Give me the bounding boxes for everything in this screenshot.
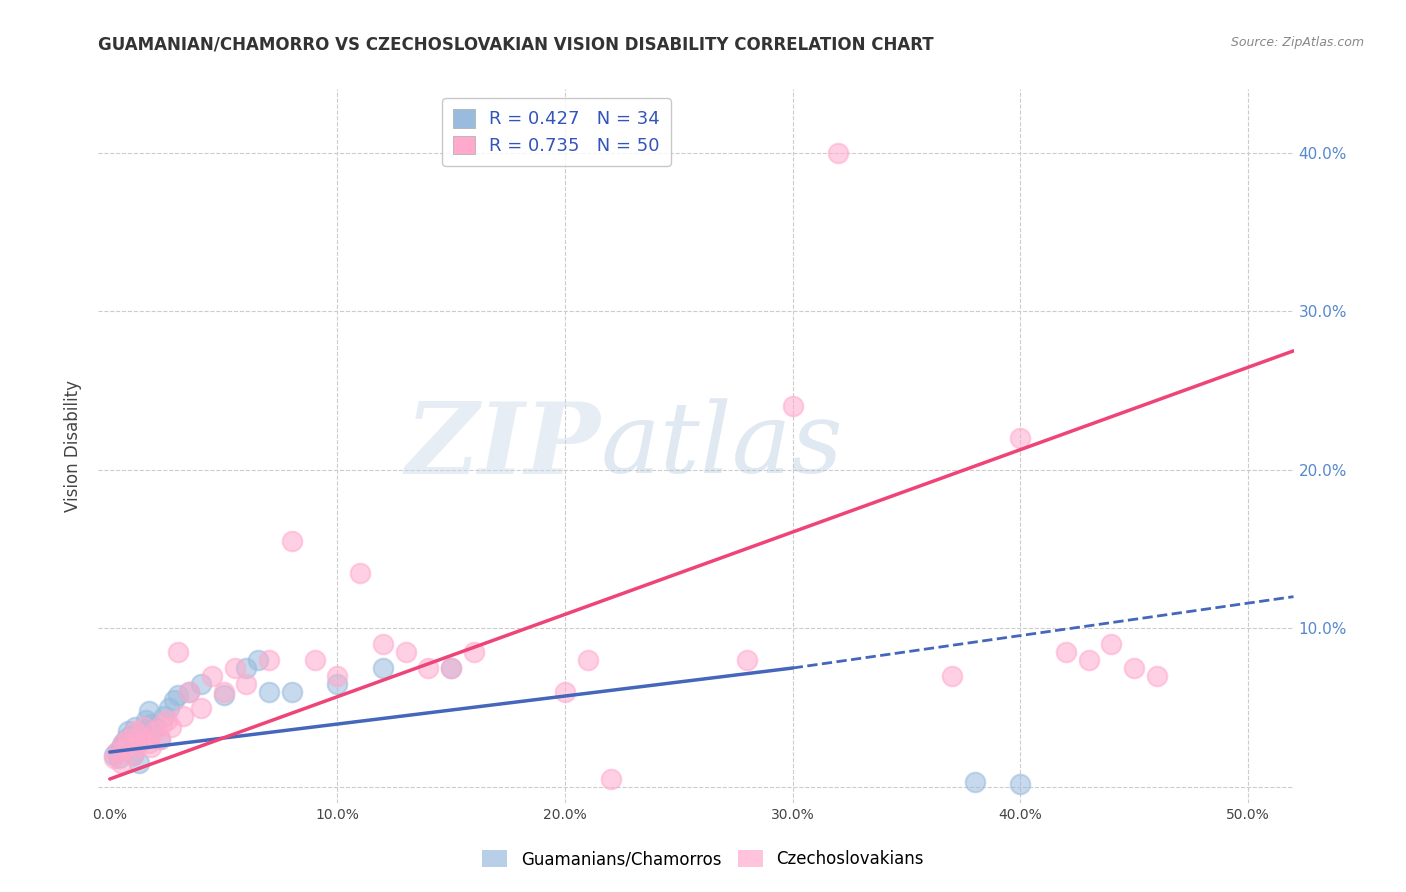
Point [326, 677, 349, 691]
Point [190, 677, 212, 691]
Point [114, 740, 136, 755]
Point [167, 688, 190, 702]
Point [1054, 645, 1077, 659]
Point [114, 732, 136, 747]
Point [179, 685, 201, 699]
Point [103, 751, 125, 765]
Point [235, 661, 257, 675]
Point [108, 751, 131, 765]
Point [105, 745, 128, 759]
Point [112, 735, 135, 749]
Point [149, 732, 172, 747]
Point [224, 661, 246, 675]
Point [143, 724, 166, 739]
Text: Source: ZipAtlas.com: Source: ZipAtlas.com [1230, 36, 1364, 49]
Point [127, 735, 149, 749]
Text: atlas: atlas [600, 399, 844, 493]
Point [827, 145, 849, 160]
Point [120, 729, 142, 743]
Point [172, 708, 194, 723]
Point [105, 745, 128, 759]
Point [1010, 777, 1032, 791]
Point [1010, 431, 1032, 445]
Point [149, 732, 172, 747]
Point [132, 720, 155, 734]
Point [117, 732, 139, 747]
Point [599, 772, 621, 786]
Point [212, 685, 235, 699]
Point [281, 534, 304, 549]
Point [257, 685, 280, 699]
Point [167, 645, 190, 659]
Point [235, 677, 257, 691]
Point [440, 661, 463, 675]
Point [112, 735, 135, 749]
Point [1146, 669, 1168, 683]
Point [418, 661, 440, 675]
Point [963, 775, 986, 789]
Text: GUAMANIAN/CHAMORRO VS CZECHOSLOVAKIAN VISION DISABILITY CORRELATION CHART: GUAMANIAN/CHAMORRO VS CZECHOSLOVAKIAN VI… [98, 36, 934, 54]
Point [156, 714, 179, 728]
Point [128, 729, 150, 743]
Point [190, 700, 212, 714]
Point [103, 748, 125, 763]
Point [132, 724, 155, 739]
Point [201, 669, 224, 683]
Point [162, 692, 184, 706]
Point [576, 653, 599, 667]
Point [179, 685, 201, 699]
Point [110, 740, 132, 755]
Text: ZIP: ZIP [405, 398, 600, 494]
Point [1077, 653, 1099, 667]
Point [941, 669, 963, 683]
Point [735, 653, 758, 667]
Point [246, 653, 269, 667]
Point [143, 720, 166, 734]
Point [349, 566, 371, 580]
Point [554, 685, 576, 699]
Point [304, 653, 326, 667]
Legend: Guamanians/Chamorros, Czechoslovakians: Guamanians/Chamorros, Czechoslovakians [475, 843, 931, 875]
Point [153, 708, 176, 723]
Point [117, 724, 139, 739]
Point [463, 645, 485, 659]
Point [110, 756, 132, 771]
Point [1123, 661, 1146, 675]
Point [1099, 637, 1122, 651]
Legend: R = 0.427   N = 34, R = 0.735   N = 50: R = 0.427 N = 34, R = 0.735 N = 50 [441, 98, 671, 166]
Point [124, 724, 146, 739]
Point [212, 688, 235, 702]
Point [121, 748, 143, 763]
Point [440, 661, 463, 675]
Point [160, 720, 183, 734]
Point [135, 732, 157, 747]
Point [139, 716, 162, 731]
Point [128, 756, 150, 771]
Point [281, 685, 304, 699]
Point [371, 637, 394, 651]
Point [257, 653, 280, 667]
Point [395, 645, 418, 659]
Point [121, 748, 143, 763]
Point [138, 735, 160, 749]
Y-axis label: Vision Disability: Vision Disability [65, 380, 83, 512]
Point [157, 700, 180, 714]
Point [139, 740, 162, 755]
Point [371, 661, 394, 675]
Point [124, 720, 146, 734]
Point [138, 704, 160, 718]
Point [782, 400, 804, 414]
Point [135, 714, 157, 728]
Point [127, 740, 149, 755]
Point [326, 669, 349, 683]
Point [150, 716, 173, 731]
